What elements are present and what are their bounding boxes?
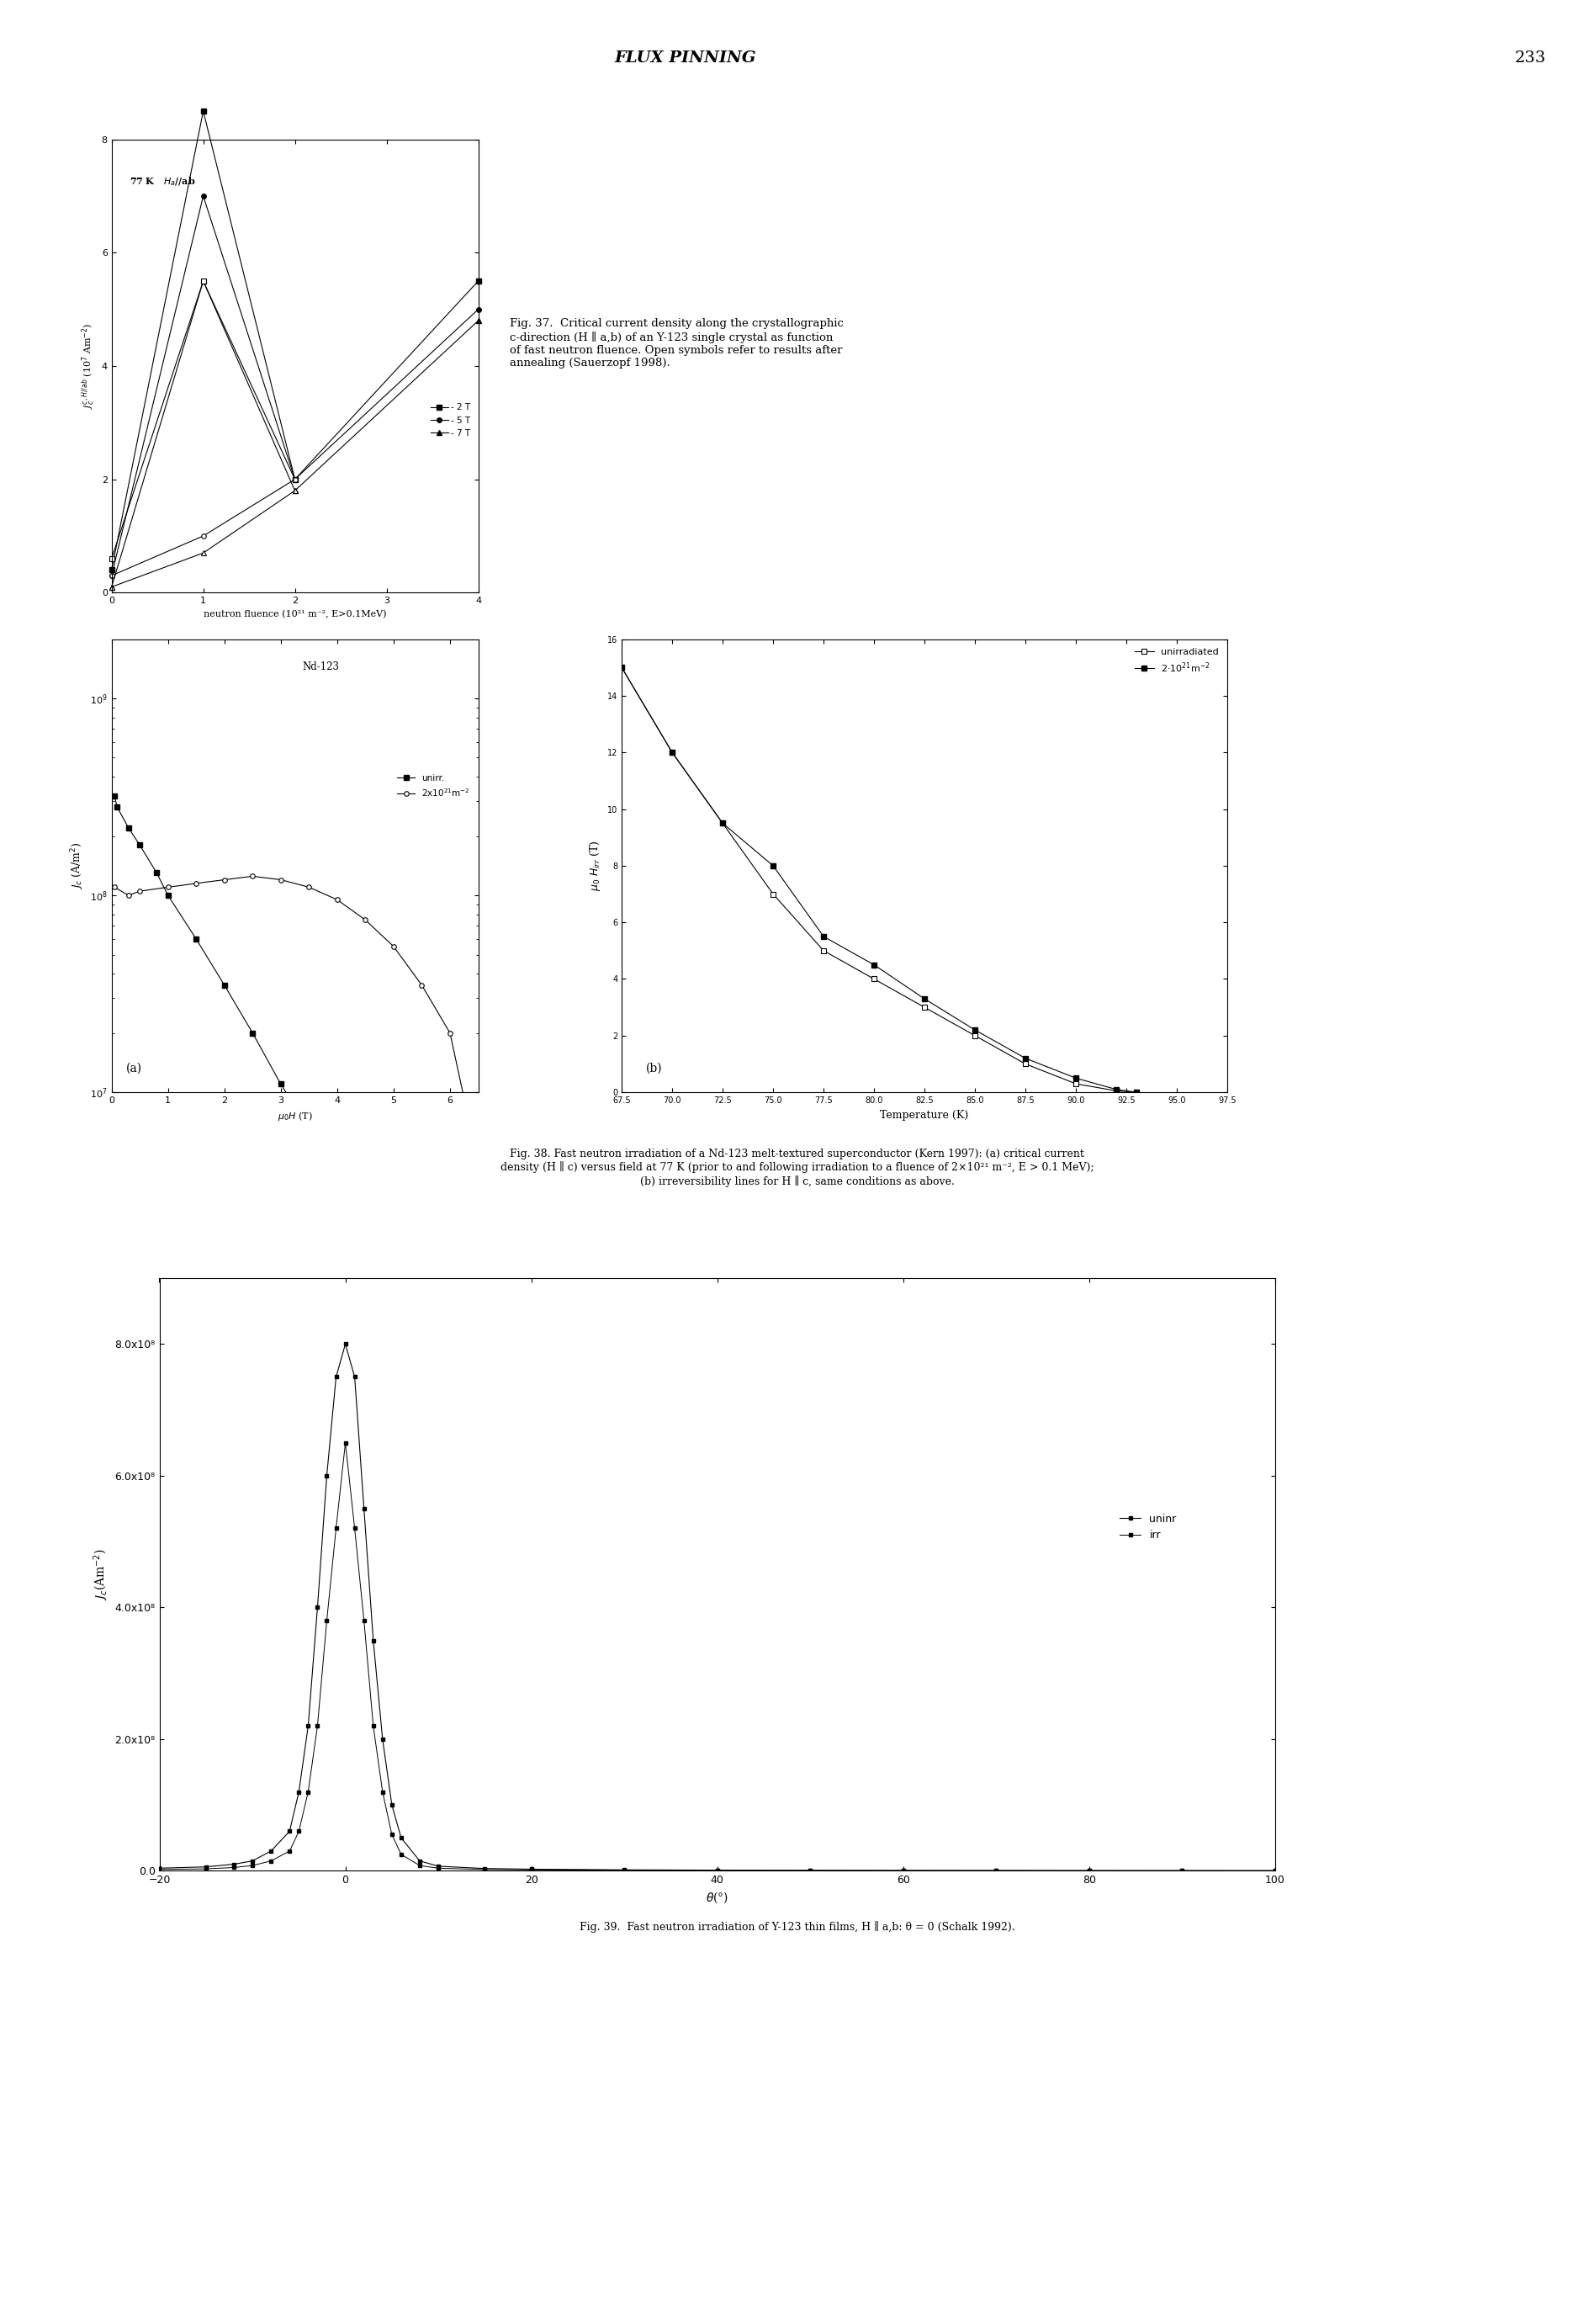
Legend: unirradiated, 2·10$^{21}$m$^{-2}$: unirradiated, 2·10$^{21}$m$^{-2}$ bbox=[1132, 644, 1223, 679]
Text: (b): (b) bbox=[646, 1062, 663, 1074]
X-axis label: neutron fluence (10²¹ m⁻², E>0.1MeV): neutron fluence (10²¹ m⁻², E>0.1MeV) bbox=[204, 609, 386, 618]
Legend: uninr, irr: uninr, irr bbox=[1116, 1508, 1181, 1545]
Y-axis label: $\mu_0\ H_{irr}$ (T): $\mu_0\ H_{irr}$ (T) bbox=[588, 841, 603, 890]
Y-axis label: $J_c^{c,H//ab}$ (10$^7$ Am$^{-2}$): $J_c^{c,H//ab}$ (10$^7$ Am$^{-2}$) bbox=[80, 323, 97, 409]
X-axis label: Temperature (K): Temperature (K) bbox=[880, 1109, 969, 1120]
Legend: unirr., 2x10$^{21}$m$^{-2}$: unirr., 2x10$^{21}$m$^{-2}$ bbox=[394, 769, 473, 802]
Text: FLUX PINNING: FLUX PINNING bbox=[615, 51, 756, 65]
X-axis label: $\mu_0H$ (T): $\mu_0H$ (T) bbox=[277, 1109, 312, 1122]
Text: 77 K   $H_a$//ab: 77 K $H_a$//ab bbox=[131, 177, 196, 188]
Text: 233: 233 bbox=[1514, 51, 1546, 65]
X-axis label: $\theta$(°): $\theta$(°) bbox=[706, 1889, 728, 1906]
Y-axis label: $J_c$ (A/m$^2$): $J_c$ (A/m$^2$) bbox=[69, 841, 86, 890]
Text: (a): (a) bbox=[126, 1062, 142, 1074]
Text: Nd-123: Nd-123 bbox=[303, 662, 340, 672]
Legend: - 2 T, - 5 T, - 7 T: - 2 T, - 5 T, - 7 T bbox=[427, 400, 473, 442]
Text: Fig. 38. Fast neutron irradiation of a Nd-123 melt-textured superconductor (Kern: Fig. 38. Fast neutron irradiation of a N… bbox=[501, 1148, 1093, 1188]
Text: Fig. 39.  Fast neutron irradiation of Y-123 thin films, H ∥ a,b: θ = 0 (Schalk 1: Fig. 39. Fast neutron irradiation of Y-1… bbox=[579, 1920, 1015, 1934]
Text: Fig. 37.  Critical current density along the crystallographic
c-direction (H ∥ a: Fig. 37. Critical current density along … bbox=[510, 318, 843, 367]
Y-axis label: $J_c$(Am$^{-2}$): $J_c$(Am$^{-2}$) bbox=[92, 1548, 110, 1601]
